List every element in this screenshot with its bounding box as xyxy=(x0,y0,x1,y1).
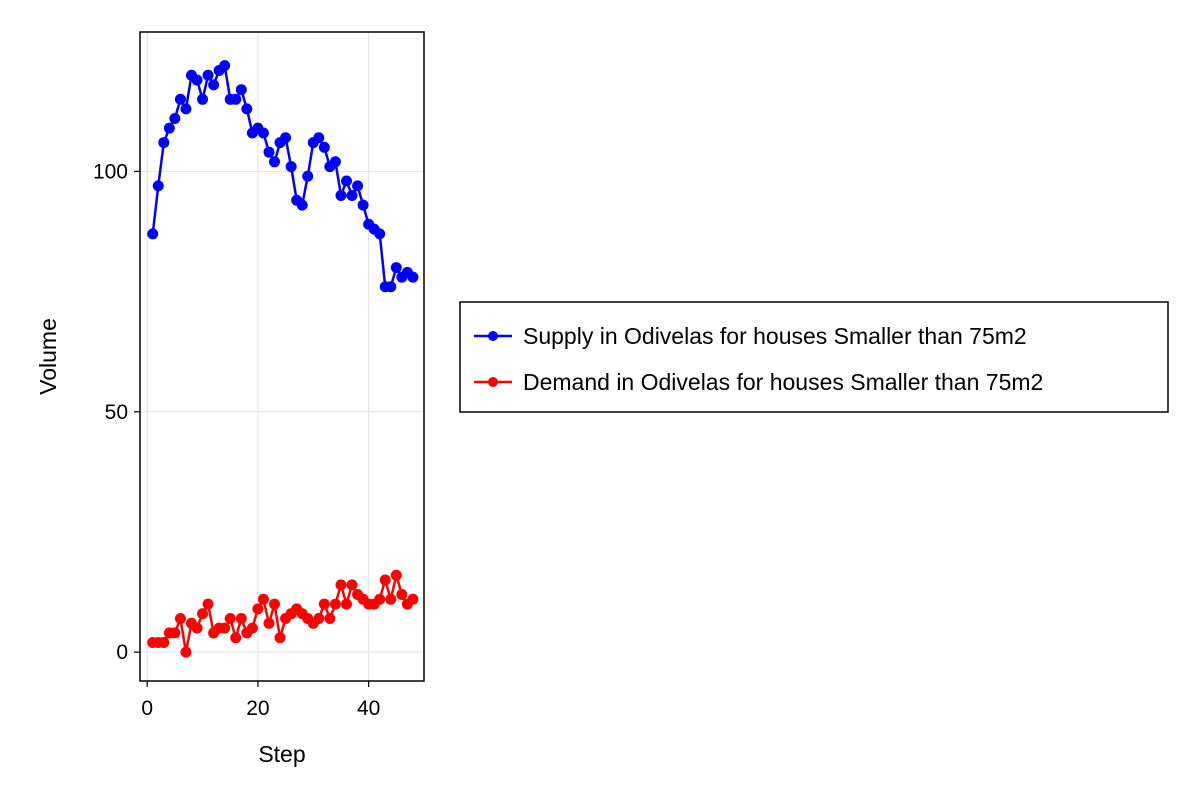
data-point xyxy=(235,613,247,625)
data-point xyxy=(396,588,408,600)
plot-frame xyxy=(139,31,425,682)
data-point xyxy=(174,613,186,625)
data-point xyxy=(230,93,242,105)
series-line xyxy=(151,64,414,289)
data-point xyxy=(329,598,341,610)
data-point xyxy=(313,613,325,625)
data-point xyxy=(147,228,159,240)
data-point xyxy=(374,593,386,605)
legend: Supply in Odivelas for houses Smaller th… xyxy=(459,301,1169,413)
data-point xyxy=(152,180,164,192)
data-point xyxy=(158,637,170,649)
data-point xyxy=(357,199,369,211)
data-point xyxy=(374,228,386,240)
data-point xyxy=(197,93,209,105)
series-1 xyxy=(147,569,419,658)
y-axis-label: Volume xyxy=(35,318,61,395)
data-point xyxy=(285,161,297,173)
data-point xyxy=(335,579,347,591)
series-group xyxy=(147,60,419,658)
y-tick-label: 100 xyxy=(93,160,128,183)
data-point xyxy=(246,622,258,634)
data-point xyxy=(302,170,314,182)
grid-lines xyxy=(140,32,424,681)
data-point xyxy=(379,574,391,586)
data-point xyxy=(230,632,242,644)
data-point xyxy=(274,632,286,644)
data-point xyxy=(219,60,231,72)
data-point xyxy=(252,603,264,615)
data-point xyxy=(180,103,192,115)
data-point xyxy=(224,613,236,625)
data-point xyxy=(346,579,358,591)
data-point xyxy=(296,199,308,211)
data-point xyxy=(202,69,214,81)
x-axis-label: Step xyxy=(258,741,305,767)
data-point xyxy=(191,74,203,86)
data-point xyxy=(158,137,170,149)
data-point xyxy=(169,113,181,125)
data-point xyxy=(202,598,214,610)
data-point xyxy=(169,627,181,639)
data-point xyxy=(163,122,175,134)
data-point xyxy=(208,79,220,91)
data-point xyxy=(340,598,352,610)
data-point xyxy=(335,189,347,201)
legend-marker-supply xyxy=(488,331,498,341)
data-point xyxy=(318,141,330,153)
legend-marker-demand xyxy=(488,377,498,387)
data-point xyxy=(219,622,231,634)
data-point xyxy=(385,281,397,293)
data-point xyxy=(390,569,402,581)
x-tick-label: 40 xyxy=(357,697,380,720)
legend-box xyxy=(459,301,1169,413)
data-point xyxy=(385,593,397,605)
legend-label-supply: Supply in Odivelas for houses Smaller th… xyxy=(523,323,1027,349)
data-point xyxy=(257,127,269,139)
data-point xyxy=(235,84,247,96)
legend-label-demand: Demand in Odivelas for houses Smaller th… xyxy=(523,369,1043,395)
data-point xyxy=(280,132,292,144)
data-point xyxy=(352,180,364,192)
data-point xyxy=(263,146,275,158)
data-point xyxy=(257,593,269,605)
x-tick-label: 0 xyxy=(141,697,153,720)
x-tick-label: 20 xyxy=(246,697,269,720)
data-point xyxy=(407,271,419,283)
axis-ticks: 0 20 40 0 50 100 xyxy=(93,160,380,720)
y-tick-label: 0 xyxy=(116,641,128,664)
series-0 xyxy=(147,60,419,293)
data-point xyxy=(318,598,330,610)
data-point xyxy=(191,622,203,634)
data-point xyxy=(340,175,352,187)
data-point xyxy=(313,132,325,144)
data-point xyxy=(346,189,358,201)
data-point xyxy=(269,156,281,168)
data-point xyxy=(174,93,186,105)
data-point xyxy=(407,593,419,605)
data-point xyxy=(241,103,253,115)
data-point xyxy=(390,262,402,274)
data-point xyxy=(197,608,209,620)
data-point xyxy=(180,646,192,658)
y-tick-label: 50 xyxy=(105,401,128,424)
data-point xyxy=(263,617,275,629)
data-point xyxy=(269,598,281,610)
data-point xyxy=(329,156,341,168)
data-point xyxy=(324,613,336,625)
